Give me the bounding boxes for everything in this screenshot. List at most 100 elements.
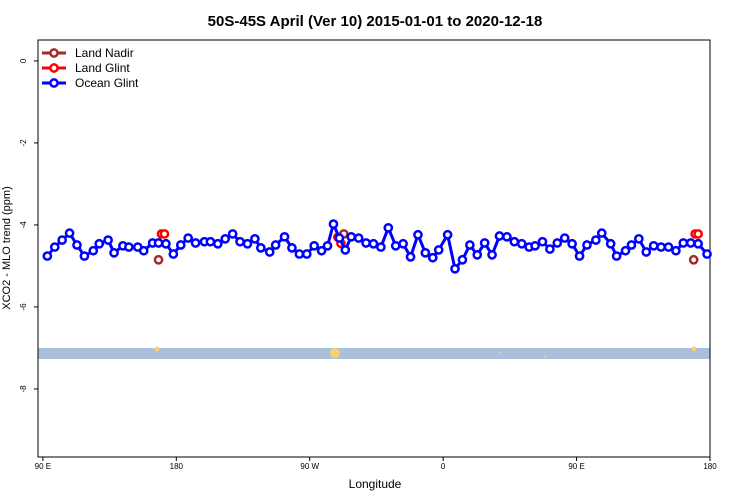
data-point: [420, 247, 431, 258]
data-point: [161, 238, 171, 249]
data-point: [702, 249, 712, 259]
y-tick-label: -4: [19, 221, 28, 229]
x-tick-label: 90 E: [35, 462, 51, 471]
data-point: [472, 250, 483, 260]
data-point: [227, 229, 238, 239]
data-point: [678, 238, 689, 248]
y-axis-label: XCO2 - MLO trend (ppm): [1, 186, 13, 309]
data-point: [279, 231, 290, 242]
data-point: [159, 229, 170, 239]
data-point: [591, 235, 601, 245]
data-point: [552, 238, 563, 248]
data-point: [611, 251, 622, 261]
y-tick-label: -8: [19, 385, 28, 393]
x-tick-label: 180: [703, 462, 717, 471]
data-point: [596, 228, 607, 238]
data-point: [656, 242, 666, 252]
data-point: [57, 235, 68, 245]
y-tick-label: 0: [19, 58, 28, 63]
chart-title: 50S-45S April (Ver 10) 2015-01-01 to 202…: [208, 13, 543, 30]
legend-marker: [49, 78, 59, 88]
data-point: [88, 245, 99, 256]
legend-marker: [49, 63, 59, 73]
x-tick-label: 90 E: [568, 462, 584, 471]
data-point: [361, 238, 371, 248]
data-point: [693, 229, 703, 239]
data-point: [212, 238, 223, 249]
data-point: [390, 240, 401, 251]
data-point: [153, 238, 164, 248]
legend-label: Land Nadir: [75, 46, 134, 60]
y-tick-label: -2: [19, 139, 28, 147]
data-point: [316, 245, 327, 256]
data-point: [559, 233, 570, 243]
data-point: [250, 234, 260, 244]
data-point: [605, 238, 616, 249]
data-point: [153, 254, 164, 265]
data-point: [671, 245, 681, 256]
x-tick-label: 90 W: [300, 462, 319, 471]
data-point: [537, 236, 548, 247]
data-point: [183, 233, 194, 243]
data-point: [340, 245, 351, 255]
data-point: [49, 242, 60, 252]
data-point: [64, 228, 75, 238]
legend-label: Ocean Glint: [75, 76, 139, 90]
data-point: [322, 240, 333, 251]
x-axis-label: Longitude: [349, 477, 402, 491]
data-point: [205, 236, 216, 247]
data-point: [457, 254, 468, 265]
data-point: [175, 240, 186, 250]
data-point: [545, 244, 555, 254]
data-point: [109, 247, 119, 258]
data-point: [663, 242, 674, 252]
data-point: [346, 231, 357, 242]
data-point: [502, 231, 512, 242]
data-point: [328, 219, 339, 229]
legend-marker: [49, 48, 59, 58]
data-point: [487, 250, 497, 260]
surface-markers: [154, 346, 697, 358]
data-point: [42, 251, 53, 261]
data-point: [124, 242, 134, 252]
data-point: [301, 249, 312, 259]
data-point: [353, 233, 364, 243]
data-point: [530, 240, 540, 251]
data-point: [582, 240, 592, 250]
data-point: [633, 234, 644, 244]
data-point: [688, 254, 699, 265]
data-point: [398, 238, 408, 249]
data-point: [334, 233, 345, 243]
data-point: [72, 240, 82, 250]
data-point: [368, 238, 379, 249]
plot-frame: [37, 39, 711, 458]
data-point: [138, 245, 149, 256]
data-point: [509, 236, 520, 247]
data-point: [242, 238, 253, 249]
data-point: [427, 252, 438, 263]
data-point: [479, 238, 490, 248]
data-point: [641, 247, 652, 257]
data-point: [94, 238, 105, 249]
data-point: [494, 231, 505, 241]
surface-strip: [38, 348, 710, 359]
x-tick-label: 0: [441, 462, 446, 471]
legend-label: Land Glint: [75, 61, 130, 75]
data-point: [309, 240, 320, 251]
data-point: [383, 222, 394, 233]
data-point: [693, 238, 703, 249]
data-point: [220, 234, 231, 244]
data-point: [413, 229, 423, 240]
data-point: [255, 243, 266, 253]
data-point: [574, 251, 585, 261]
data-point: [190, 238, 201, 248]
data-point: [405, 252, 416, 262]
data-point: [264, 247, 275, 257]
data-point: [464, 240, 475, 250]
data-point: [516, 238, 527, 249]
data-point: [620, 245, 631, 256]
data-point: [376, 242, 386, 252]
data-point: [168, 249, 179, 259]
data-point: [648, 240, 659, 251]
